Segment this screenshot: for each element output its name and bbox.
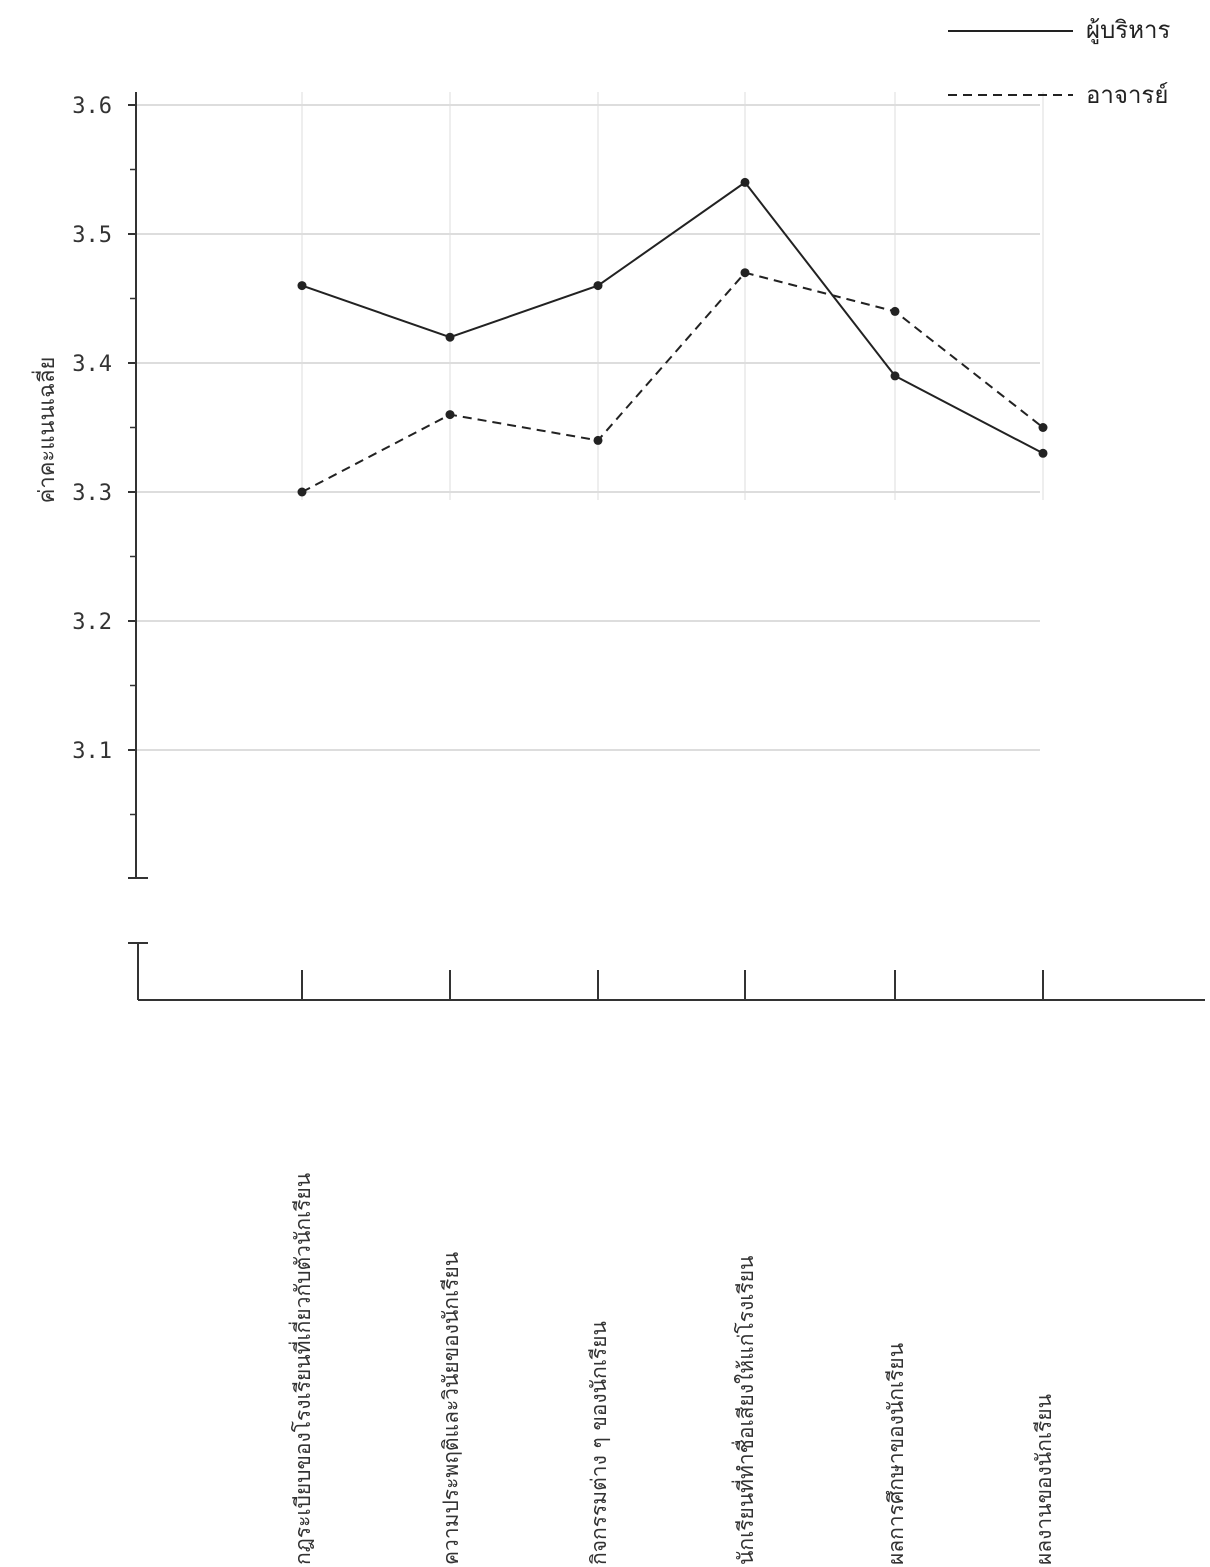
y-tick-label: 3.1 [72,739,112,764]
gridlines [136,92,1044,751]
y-tick-label: 3.3 [72,481,112,506]
axes [128,92,1205,1001]
y-tick-label: 3.5 [72,223,112,248]
data-point-series-0 [890,371,900,381]
x-tick-label: ผลการศึกษาของนักเรียน [884,1343,908,1565]
data-point-series-1 [445,410,455,420]
data-point-series-1 [297,487,307,497]
series [297,177,1048,497]
y-tick-label: 3.6 [72,94,112,119]
data-point-series-0 [445,332,455,342]
data-point-series-0 [740,177,750,187]
legend-label-series-1: อาจารย์ [1086,81,1168,109]
x-ticks: กฎระเบียบของโรงเรียนที่เกี่ยวกับตัวนักเร… [288,970,1056,1565]
data-point-series-1 [593,435,603,445]
data-point-series-0 [297,281,307,291]
y-ticks: 3.1 3.2 3.3 3.4 3.5 3.6 [72,94,136,816]
x-tick-label: นักเรียนที่ทำชื่อเสียงให้แก่โรงเรียน [731,1256,758,1565]
y-tick-label: 3.4 [72,352,112,377]
legend: ผู้บริหาร อาจารย์ [948,16,1170,109]
data-point-series-1 [740,268,750,278]
legend-label-series-0: ผู้บริหาร [1086,16,1170,45]
x-tick-label: ผลงานของนักเรียน [1032,1394,1056,1565]
series-line-1 [301,271,1044,493]
x-tick-label: กฎระเบียบของโรงเรียนที่เกี่ยวกับตัวนักเร… [288,1173,315,1565]
data-point-series-0 [1038,448,1048,458]
series-line-0 [301,181,1044,455]
data-point-series-0 [593,281,603,291]
data-point-series-1 [890,306,900,316]
x-tick-label: กิจกรรมต่าง ๆ ของนักเรียน [587,1321,611,1565]
y-axis-title: ค่าคะแนนเฉลี่ย [31,357,60,504]
y-tick-label: 3.2 [72,610,112,635]
x-tick-label: ความประพฤติและวินัยของนักเรียน [439,1252,463,1565]
data-point-series-1 [1038,423,1048,432]
